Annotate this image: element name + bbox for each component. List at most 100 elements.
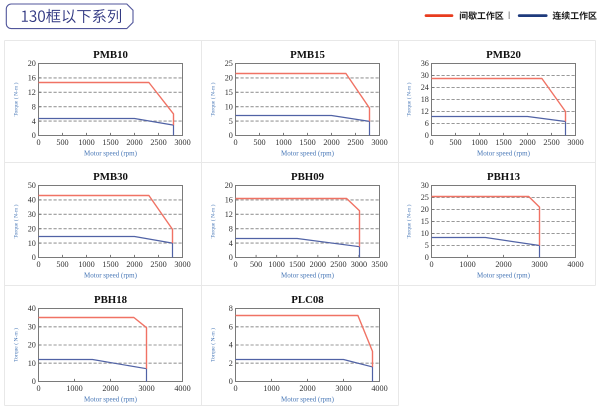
svg-text:Torque ( N-m ): Torque ( N-m ) [13,204,20,238]
svg-text:5: 5 [229,117,233,126]
svg-text:16: 16 [28,74,36,83]
svg-text:PMB30: PMB30 [93,171,128,183]
svg-text:8: 8 [32,102,36,111]
svg-text:20: 20 [225,74,233,83]
svg-text:10: 10 [225,102,233,111]
svg-text:4: 4 [32,117,36,126]
svg-text:2500: 2500 [543,138,559,147]
svg-text:0: 0 [36,384,40,393]
svg-text:2000: 2000 [495,260,511,269]
svg-text:3000: 3000 [371,138,387,147]
svg-text:Motor speed (rpm): Motor speed (rpm) [477,271,531,279]
svg-text:0: 0 [425,253,429,262]
svg-text:1000: 1000 [66,384,82,393]
svg-text:Torque ( N-m ): Torque ( N-m ) [210,328,217,362]
svg-text:1500: 1500 [289,260,305,269]
svg-text:0: 0 [32,131,36,140]
svg-text:2000: 2000 [310,260,326,269]
svg-text:0: 0 [233,384,237,393]
svg-text:3000: 3000 [531,260,547,269]
svg-text:2500: 2500 [150,138,166,147]
svg-text:6: 6 [229,322,233,331]
svg-text:3000: 3000 [174,260,190,269]
svg-text:PBH18: PBH18 [94,294,128,306]
svg-text:0: 0 [229,253,233,262]
svg-text:5: 5 [425,241,429,250]
svg-text:0: 0 [233,138,237,147]
svg-text:4000: 4000 [371,384,387,393]
svg-text:2: 2 [229,359,233,368]
svg-text:30: 30 [421,181,429,190]
svg-text:1500: 1500 [102,260,118,269]
svg-text:Motor speed (rpm): Motor speed (rpm) [477,149,531,157]
svg-text:1000: 1000 [275,138,291,147]
svg-text:Torque ( N-m ): Torque ( N-m ) [13,82,20,116]
svg-text:4000: 4000 [567,260,583,269]
svg-text:3000: 3000 [351,260,367,269]
svg-text:2500: 2500 [347,138,363,147]
svg-text:6: 6 [425,119,429,128]
svg-text:18: 18 [421,95,429,104]
svg-text:1000: 1000 [471,138,487,147]
svg-text:2500: 2500 [150,260,166,269]
svg-text:3000: 3000 [174,138,190,147]
svg-text:0: 0 [233,260,237,269]
svg-text:PMB20: PMB20 [486,49,521,61]
svg-text:0: 0 [229,131,233,140]
svg-text:Motor speed (rpm): Motor speed (rpm) [281,271,335,279]
svg-text:Motor speed (rpm): Motor speed (rpm) [281,149,335,157]
svg-text:Motor speed (rpm): Motor speed (rpm) [84,271,138,279]
svg-text:1500: 1500 [299,138,315,147]
svg-text:8: 8 [229,224,233,233]
svg-text:4000: 4000 [174,384,190,393]
svg-text:2000: 2000 [126,138,142,147]
svg-text:8: 8 [229,304,233,313]
svg-text:3000: 3000 [567,138,583,147]
svg-text:12: 12 [225,210,233,219]
svg-text:20: 20 [225,181,233,190]
svg-text:15: 15 [421,217,429,226]
svg-text:40: 40 [28,196,36,205]
svg-text:2500: 2500 [330,260,346,269]
svg-text:2000: 2000 [126,260,142,269]
svg-text:500: 500 [250,260,262,269]
svg-text:4: 4 [229,239,233,248]
svg-text:0: 0 [36,260,40,269]
svg-text:0: 0 [32,253,36,262]
svg-text:20: 20 [28,224,36,233]
svg-text:50: 50 [28,181,36,190]
svg-text:500: 500 [253,138,265,147]
svg-text:500: 500 [56,138,68,147]
svg-text:2000: 2000 [323,138,339,147]
svg-text:30: 30 [421,71,429,80]
svg-text:15: 15 [225,88,233,97]
svg-text:40: 40 [28,304,36,313]
svg-text:0: 0 [229,377,233,386]
svg-text:20: 20 [421,205,429,214]
svg-text:4: 4 [229,341,233,350]
svg-text:Motor speed (rpm): Motor speed (rpm) [84,395,138,403]
svg-text:500: 500 [449,138,461,147]
svg-text:20: 20 [28,59,36,68]
svg-text:0: 0 [425,131,429,140]
svg-text:2000: 2000 [102,384,118,393]
svg-text:10: 10 [421,229,429,238]
svg-text:Torque ( N-m ): Torque ( N-m ) [210,204,217,238]
svg-text:Motor speed (rpm): Motor speed (rpm) [84,149,138,157]
svg-text:1000: 1000 [78,260,94,269]
svg-text:PLC08: PLC08 [291,294,324,306]
svg-text:0: 0 [429,138,433,147]
svg-text:2000: 2000 [299,384,315,393]
svg-text:25: 25 [225,59,233,68]
svg-text:1500: 1500 [102,138,118,147]
svg-text:PMB15: PMB15 [290,49,325,61]
svg-text:16: 16 [225,196,233,205]
svg-text:500: 500 [56,260,68,269]
svg-text:PMB10: PMB10 [93,49,128,61]
svg-text:Motor speed (rpm): Motor speed (rpm) [281,395,335,403]
svg-text:Torque ( N-m ): Torque ( N-m ) [210,82,217,116]
svg-text:25: 25 [421,193,429,202]
svg-text:Torque ( N-m ): Torque ( N-m ) [13,328,20,362]
svg-text:10: 10 [28,239,36,248]
svg-text:24: 24 [421,83,429,92]
